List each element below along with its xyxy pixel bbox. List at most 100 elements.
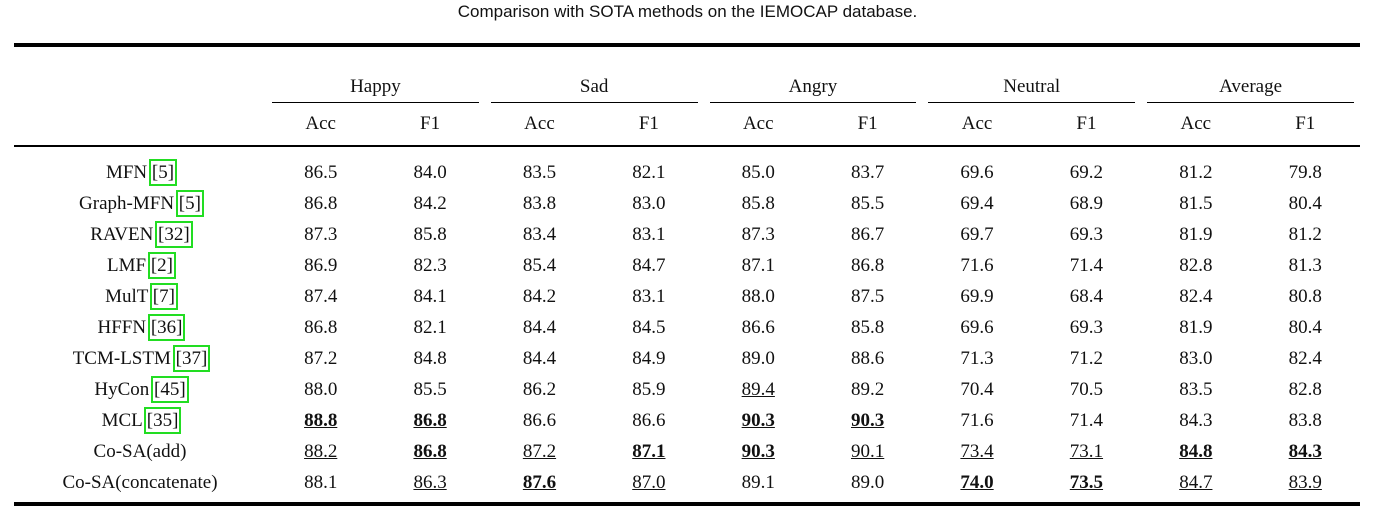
value: 89.4 — [741, 378, 775, 400]
value: 87.2 — [304, 347, 338, 369]
subheader-cell: Acc — [703, 103, 813, 147]
value-cell: 71.3 — [922, 343, 1031, 374]
value: 86.3 — [413, 471, 447, 493]
value-cell: 87.1 — [704, 250, 813, 281]
value: 69.3 — [1069, 316, 1104, 338]
value-cell: 82.1 — [375, 312, 484, 343]
value-cell: 84.3 — [1141, 405, 1250, 436]
value: 89.0 — [851, 471, 885, 493]
value-cell: 79.8 — [1251, 146, 1360, 188]
value: 82.4 — [1179, 285, 1213, 307]
value: 87.0 — [632, 471, 666, 493]
method-cell: Co-SA(concatenate) — [14, 467, 266, 506]
value: 68.4 — [1069, 285, 1104, 307]
value: 83.5 — [1179, 378, 1213, 400]
value: 69.7 — [960, 223, 994, 245]
value-cell: 84.4 — [485, 343, 594, 374]
citation-link[interactable]: [5] — [175, 189, 204, 217]
method-cell: MCL [35] — [14, 405, 266, 436]
value-cell: 89.0 — [704, 343, 813, 374]
value-cell: 70.5 — [1032, 374, 1141, 405]
value-cell: 83.5 — [485, 146, 594, 188]
value-cell: 69.2 — [1032, 146, 1141, 188]
value-cell: 89.4 — [704, 374, 813, 405]
citation-link[interactable]: [5] — [148, 158, 178, 186]
value: 82.3 — [413, 254, 447, 276]
value-cell: 69.7 — [922, 219, 1031, 250]
citation-link[interactable]: [45] — [151, 375, 189, 403]
value-cell: 82.3 — [375, 250, 484, 281]
value: 83.9 — [1288, 471, 1322, 493]
group-header-cell: Average — [1141, 43, 1360, 103]
value: 83.4 — [522, 223, 557, 245]
value: 68.9 — [1069, 192, 1104, 214]
value: 87.6 — [522, 471, 557, 493]
table-head: Happy Sad Angry Neutral Average Acc F1 Acc F1 Acc… — [14, 43, 1360, 147]
value: 70.4 — [960, 378, 994, 400]
value-cell: 81.3 — [1251, 250, 1360, 281]
method-cell: Co-SA(add) — [14, 436, 266, 467]
value-cell: 85.8 — [813, 312, 922, 343]
value: 73.4 — [960, 440, 994, 462]
value-cell: 80.8 — [1251, 281, 1360, 312]
citation-link[interactable]: [32] — [155, 220, 193, 248]
value: 87.4 — [304, 285, 338, 307]
data-row: Co-SA(add) 88.2 86.8 87.2 87.1 90.3 90.1 73.4 73… — [14, 436, 1360, 467]
value-cell: 87.3 — [704, 219, 813, 250]
citation-link[interactable]: [35] — [143, 406, 182, 434]
value-cell: 73.4 — [922, 436, 1031, 467]
value: 84.3 — [1179, 409, 1213, 431]
value-cell: 84.8 — [1141, 436, 1250, 467]
value-cell: 71.6 — [922, 250, 1031, 281]
value: 80.4 — [1288, 316, 1322, 338]
caption: Comparison with SOTA methods on the IEMO… — [457, 2, 918, 21]
value: 84.8 — [1179, 440, 1213, 462]
value: 86.9 — [304, 254, 338, 276]
value-cell: 84.2 — [485, 281, 594, 312]
data-row: TCM-LSTM [37] 87.2 84.8 84.4 84.9 89.0 88.6 71.… — [14, 343, 1360, 374]
value: 86.5 — [304, 161, 338, 183]
group-header-cell: Sad — [484, 43, 704, 103]
value: 85.9 — [632, 378, 666, 400]
value: 69.6 — [960, 161, 994, 183]
value: 88.0 — [304, 378, 338, 400]
value: 80.4 — [1288, 192, 1322, 214]
value-cell: 86.6 — [594, 405, 703, 436]
group-header-cell: Happy — [266, 43, 485, 103]
value-cell: 80.4 — [1251, 188, 1360, 219]
value: 83.8 — [522, 192, 557, 214]
data-row: MCL [35] 88.8 86.8 86.6 86.6 90.3 90.3 71.6 71.4… — [14, 405, 1360, 436]
method-cell: HFFN [36] — [14, 312, 266, 343]
subheader-cell: F1 — [812, 103, 923, 147]
value: 71.4 — [1069, 254, 1104, 276]
subheader-row: Acc F1 Acc F1 Acc F1 Acc F1 Acc F1 — [14, 103, 1360, 147]
citation-link[interactable]: [36] — [147, 313, 186, 341]
value-cell: 81.9 — [1141, 219, 1250, 250]
value: 86.8 — [413, 440, 447, 462]
value-cell: 87.1 — [594, 436, 703, 467]
citation-link[interactable]: [7] — [149, 282, 178, 310]
value: 87.2 — [522, 440, 557, 462]
value: 71.4 — [1069, 409, 1104, 431]
value: 69.9 — [960, 285, 994, 307]
citation-link[interactable]: [37] — [172, 344, 211, 372]
value-cell: 71.6 — [922, 405, 1031, 436]
value: 88.8 — [304, 409, 338, 431]
value-cell: 90.3 — [704, 405, 813, 436]
value-cell: 84.1 — [375, 281, 484, 312]
value: 86.8 — [304, 192, 338, 214]
value-cell: 88.0 — [266, 374, 375, 405]
value: 82.8 — [1288, 378, 1322, 400]
value-cell: 84.5 — [594, 312, 703, 343]
value: 70.5 — [1069, 378, 1104, 400]
value: 87.3 — [304, 223, 338, 245]
value-cell: 83.0 — [1141, 343, 1250, 374]
value-cell: 84.0 — [375, 146, 484, 188]
value: 90.3 — [741, 440, 775, 462]
value: 82.1 — [632, 161, 666, 183]
value-cell: 86.8 — [375, 405, 484, 436]
citation-link[interactable]: [2] — [147, 251, 177, 279]
value: 87.5 — [851, 285, 885, 307]
value: 85.5 — [413, 378, 447, 400]
method-cell: Graph-MFN [5] — [14, 188, 266, 219]
